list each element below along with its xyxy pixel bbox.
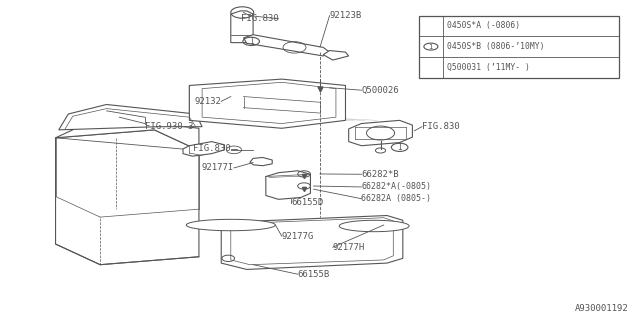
- Polygon shape: [221, 215, 403, 269]
- Polygon shape: [189, 79, 346, 128]
- Polygon shape: [323, 51, 349, 60]
- Text: FIG.830: FIG.830: [422, 122, 460, 131]
- Text: Q500026: Q500026: [362, 86, 399, 95]
- Polygon shape: [250, 157, 272, 166]
- Text: 1: 1: [249, 37, 253, 46]
- Polygon shape: [56, 130, 199, 265]
- Polygon shape: [186, 219, 275, 231]
- Text: Q500031 (’11MY- ): Q500031 (’11MY- ): [447, 63, 530, 72]
- Polygon shape: [244, 35, 330, 56]
- Text: 92132: 92132: [195, 97, 221, 106]
- Text: FIG.830: FIG.830: [193, 144, 231, 153]
- Text: 66282*A(-0805): 66282*A(-0805): [362, 182, 431, 191]
- Text: 92177H: 92177H: [333, 243, 365, 252]
- Polygon shape: [231, 11, 253, 43]
- Polygon shape: [56, 117, 199, 150]
- Polygon shape: [266, 171, 310, 199]
- Text: 66155D: 66155D: [291, 198, 324, 207]
- Text: 92123B: 92123B: [330, 11, 362, 20]
- Text: 92177I: 92177I: [202, 164, 234, 172]
- FancyBboxPatch shape: [419, 16, 620, 77]
- Polygon shape: [339, 220, 409, 232]
- Text: FIG.930-3: FIG.930-3: [145, 122, 193, 131]
- Text: 1: 1: [429, 44, 433, 50]
- Text: 66155B: 66155B: [298, 270, 330, 279]
- Text: 66282A (0805-): 66282A (0805-): [362, 194, 431, 203]
- Text: 66282*B: 66282*B: [362, 170, 399, 179]
- Text: A930001192: A930001192: [575, 304, 629, 313]
- Polygon shape: [349, 120, 412, 146]
- Text: 0450S*B (0806-’10MY): 0450S*B (0806-’10MY): [447, 42, 544, 51]
- Polygon shape: [183, 142, 225, 156]
- Text: 0450S*A (-0806): 0450S*A (-0806): [447, 21, 520, 30]
- Text: 92177G: 92177G: [282, 232, 314, 241]
- Text: 1: 1: [397, 143, 402, 152]
- Polygon shape: [59, 105, 202, 130]
- Text: FIG.830: FIG.830: [241, 14, 278, 23]
